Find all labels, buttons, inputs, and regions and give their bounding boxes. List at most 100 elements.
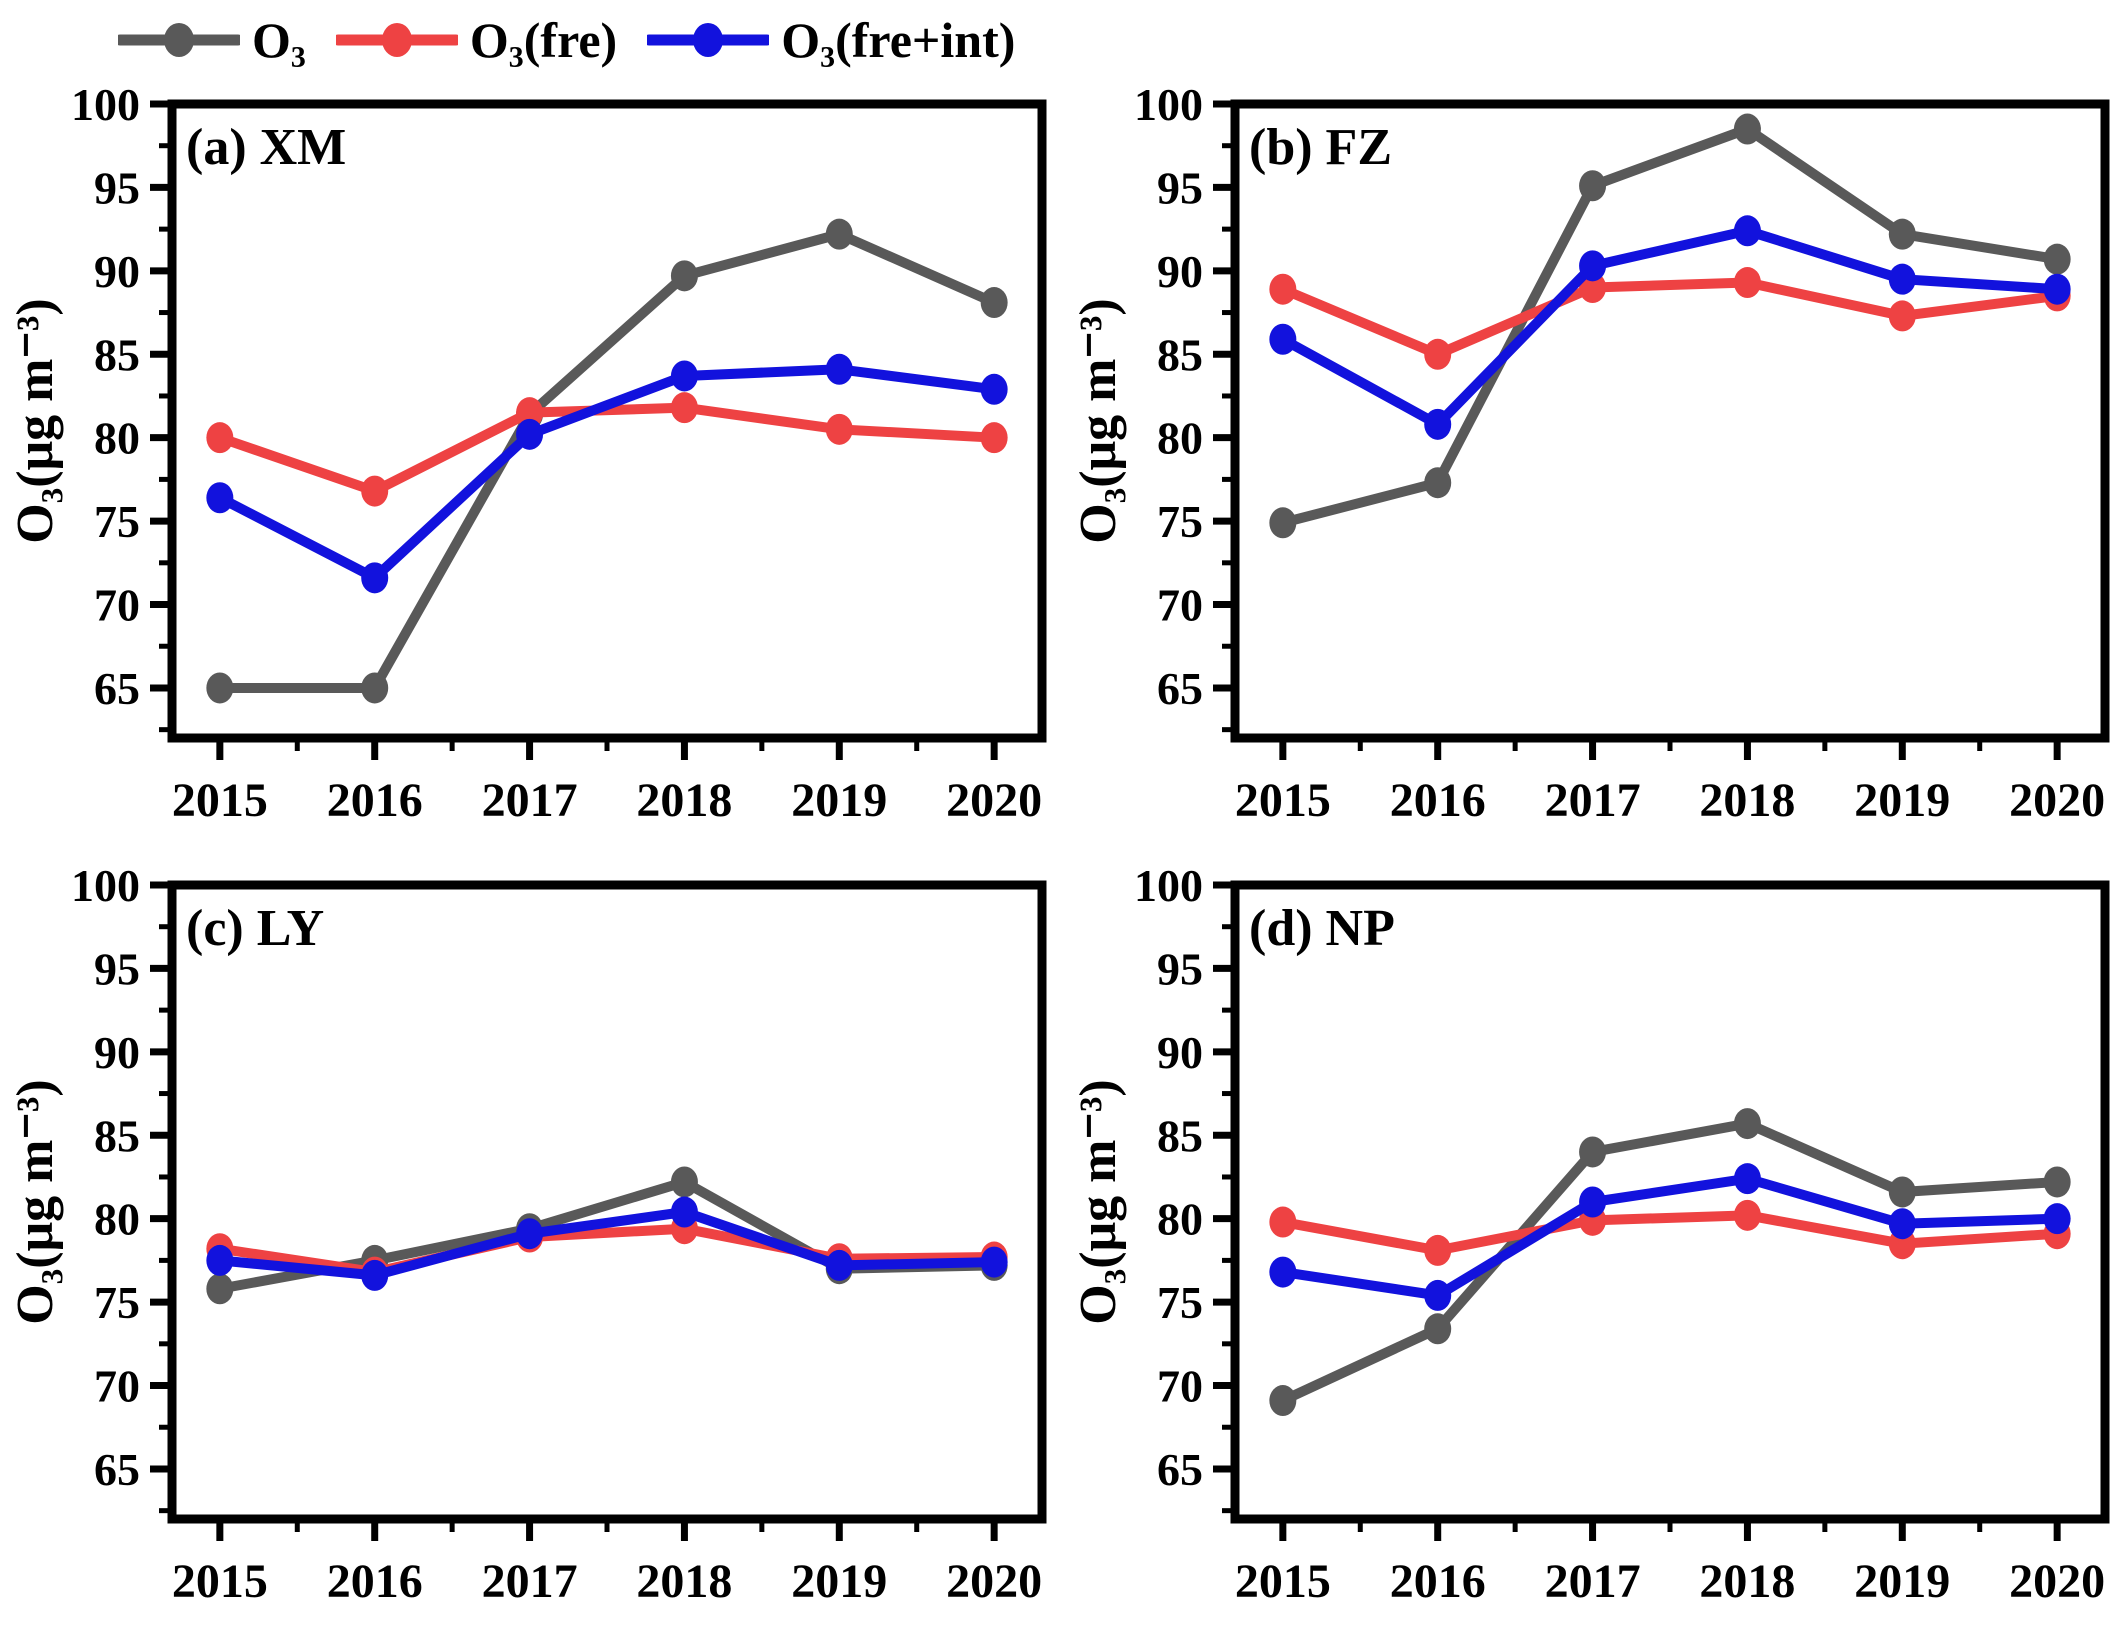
y-tick-label: 85 — [1157, 329, 1203, 380]
legend-line-marker-icon — [118, 23, 240, 57]
x-tick-label: 2017 — [482, 1555, 578, 1608]
panel-b-chart: O₃(μg m⁻³) 65 70 75 80 85 90 95 100 2015 2016 2017 2… — [1070, 79, 2110, 827]
data-point — [980, 373, 1008, 405]
panel-label: (d) NP — [1249, 900, 1395, 957]
data-point — [670, 360, 698, 392]
y-tick-label: 85 — [94, 329, 140, 380]
data-point — [825, 218, 853, 250]
series-line — [1277, 1118, 2063, 1406]
y-tick-label: 65 — [94, 663, 140, 714]
y-tick-label: 70 — [1157, 580, 1203, 631]
panel-label: (c) LY — [186, 900, 324, 957]
x-tick-label: 2015 — [172, 774, 268, 827]
y-tick-label: 70 — [94, 580, 140, 631]
data-point — [361, 672, 389, 704]
legend-line-marker-icon — [335, 23, 458, 57]
legend-dot — [693, 23, 724, 57]
panel-c-chart: O₃(μg m⁻³) 65 70 75 80 85 90 95 100 2015 2016 2017 2… — [7, 860, 1047, 1608]
data-point — [670, 1196, 698, 1228]
data-point — [1733, 1199, 1761, 1231]
data-point — [1579, 1186, 1607, 1218]
y-tick-label: 100 — [1134, 79, 1203, 130]
data-point — [2043, 243, 2071, 275]
data-point — [980, 1246, 1008, 1278]
data-point — [2043, 1166, 2071, 1198]
y-tick-label: 90 — [1157, 246, 1203, 297]
data-point — [361, 562, 389, 594]
data-point — [206, 1273, 234, 1305]
data-point — [1424, 408, 1452, 440]
plot-frame — [167, 99, 1047, 743]
x-tick-label: 2019 — [1854, 1555, 1950, 1608]
data-point — [1269, 1206, 1297, 1238]
y-tick-label: 100 — [1134, 860, 1203, 911]
x-tick-label: 2015 — [1235, 1555, 1331, 1608]
x-tick-label: 2019 — [791, 774, 887, 827]
y-tick-label: 75 — [94, 1277, 140, 1328]
data-point — [1733, 1163, 1761, 1195]
data-point — [1579, 250, 1607, 282]
data-point — [1733, 267, 1761, 299]
y-axis-title: O₃(μg m⁻³) — [7, 298, 64, 544]
y-tick-label: 95 — [94, 943, 140, 994]
series-line — [1277, 124, 2063, 528]
data-point — [361, 475, 389, 507]
y-tick-label: 90 — [94, 246, 140, 297]
y-tick-label: 85 — [1157, 1110, 1203, 1161]
data-point — [1424, 338, 1452, 370]
legend-line-marker-icon — [647, 23, 770, 57]
legend-label: O₃(fre) — [469, 12, 618, 68]
x-tick-label: 2019 — [791, 1555, 887, 1608]
y-tick-label: 100 — [71, 860, 140, 911]
panel-label: (b) FZ — [1249, 119, 1392, 176]
data-point — [1424, 1234, 1452, 1266]
x-tick-label: 2016 — [327, 1555, 423, 1608]
data-point — [361, 1259, 389, 1291]
data-point — [1579, 1136, 1607, 1168]
legend-dot — [164, 23, 194, 57]
series-line — [214, 1207, 1000, 1281]
series-line — [1277, 277, 2063, 360]
data-point — [206, 422, 234, 454]
series-line — [214, 229, 1000, 693]
series-line — [214, 364, 1000, 583]
x-tick-label: 2019 — [1854, 774, 1950, 827]
data-point — [1579, 170, 1607, 202]
y-tick-label: 90 — [1157, 1027, 1203, 1078]
y-tick-label: 80 — [94, 413, 140, 464]
x-tick-label: 2015 — [172, 1555, 268, 1608]
x-tick-label: 2020 — [2009, 774, 2105, 827]
data-point — [825, 1249, 853, 1281]
y-tick-label: 80 — [1157, 413, 1203, 464]
panels-grid: O₃(μg m⁻³) 65 70 75 80 85 90 95 100 2015 2016 2017 2… — [0, 76, 2127, 1635]
x-tick-label: 2018 — [1699, 1555, 1795, 1608]
data-point — [670, 1166, 698, 1198]
data-point — [1269, 507, 1297, 539]
x-tick-label: 2018 — [636, 1555, 732, 1608]
y-tick-label: 80 — [1157, 1194, 1203, 1245]
y-tick-label: 95 — [94, 162, 140, 213]
y-tick-label: 65 — [94, 1444, 140, 1495]
data-point — [1888, 263, 1916, 295]
y-tick-label: 85 — [94, 1110, 140, 1161]
data-point — [1269, 1385, 1297, 1417]
data-point — [980, 287, 1008, 319]
y-tick-label: 80 — [94, 1194, 140, 1245]
data-point — [516, 1218, 544, 1250]
y-tick-label: 95 — [1157, 943, 1203, 994]
data-point — [670, 260, 698, 292]
data-point — [1269, 1256, 1297, 1288]
data-point — [1888, 1176, 1916, 1208]
plot-frame — [167, 880, 1047, 1524]
data-point — [980, 422, 1008, 454]
legend: O₃ O₃(fre) O₃(fre+int) — [0, 0, 2127, 76]
data-point — [1424, 467, 1452, 499]
x-tick-label: 2015 — [1235, 774, 1331, 827]
data-point — [516, 418, 544, 450]
x-tick-label: 2018 — [636, 774, 732, 827]
x-tick-label: 2017 — [482, 774, 578, 827]
data-point — [516, 397, 544, 429]
y-axis-title: O₃(μg m⁻³) — [7, 1079, 64, 1325]
legend-item: O₃(fre) — [335, 12, 618, 68]
x-tick-label: 2016 — [327, 774, 423, 827]
